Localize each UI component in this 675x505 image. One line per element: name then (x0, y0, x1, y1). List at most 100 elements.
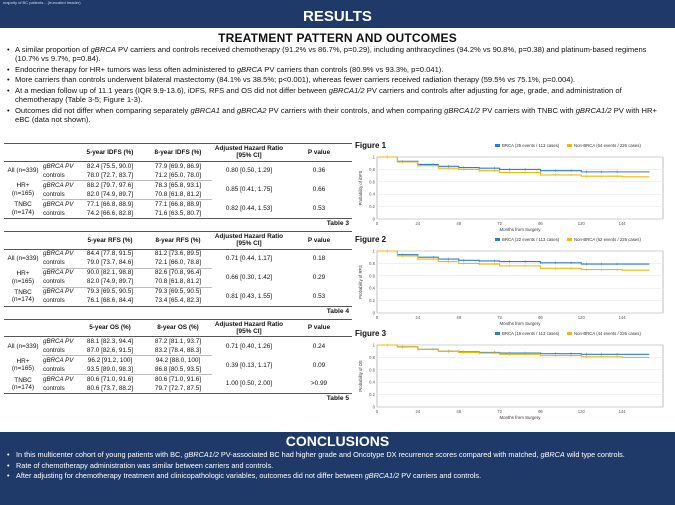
bullet-chemo: A similar proportion of gBRCA PV carrier… (6, 45, 670, 63)
table-row: All (n=339) gBRCA PV 84.4 [77.8, 91.5] 81.2… (4, 249, 352, 262)
hazard-ratio: 0.82 [0.44, 1.53] (225, 204, 273, 212)
x-tick-label: 48 (456, 315, 461, 320)
y-axis-label: Probability of OS (358, 360, 363, 392)
conclusions-list: In this multicenter cohort of young pati… (0, 450, 675, 505)
survival-value: 70.8 [61.8, 81.2] (144, 189, 212, 200)
survival-value: 72.1 [66.0, 78.8] (144, 258, 212, 269)
survival-value: 86.8 [80.5, 93.5] (144, 365, 212, 376)
hazard-ratio: 0.85 [0.41, 1.75] (225, 186, 273, 194)
p-value: >0.99 (310, 380, 328, 388)
y-tick-label: 1 (373, 343, 376, 348)
table-header: P value (286, 144, 352, 162)
arm-label: controls (43, 209, 65, 217)
figure-title: Figure 2 (355, 235, 387, 244)
y-tick-label: 0.2 (369, 204, 375, 209)
conclusion-grade: In this multicenter cohort of young pati… (6, 450, 669, 460)
group-label: TNBC (n=174) (11, 376, 35, 392)
bullet-mastectomy: More carriers than controls underwent bi… (6, 75, 670, 84)
table-row: controls 79.0 [73.7, 84.6] 72.1 [66.0, 78.… (4, 258, 352, 269)
survival-value: 87.0 [82.6, 91.5] (76, 346, 144, 357)
arm-label: controls (43, 297, 65, 305)
group-label: HR+ (n=165) (11, 358, 35, 373)
table-header: 5-year IDFS (%) (76, 144, 144, 162)
table-row: TNBC (n=174) gBRCA PV 79.3 [69.5, 90.5] 79.… (4, 287, 352, 303)
x-tick-label: 120 (578, 409, 586, 414)
y-tick-label: 0.6 (369, 179, 375, 184)
survival-value: 90.0 [82.1, 98.8] (86, 269, 134, 277)
survival-value: 77.9 [69.9, 86.9] (154, 162, 202, 170)
group-label: All (n=339) (7, 342, 39, 350)
x-tick-label: 24 (416, 221, 421, 226)
survival-value: 94.2 [88.0, 100] (155, 357, 201, 365)
survival-value: 77.1 [66.8, 88.9] (86, 200, 134, 208)
table-row: controls 93.5 [89.0, 98.3] 86.8 [80.5, 93.… (4, 365, 352, 376)
x-tick-label: 48 (456, 409, 461, 414)
p-value: 0.53 (312, 292, 326, 300)
table-row: controls 82.0 [74.9, 89.7] 70.8 [61.8, 81.… (4, 189, 352, 200)
survival-value: 71.6 [63.5, 80.7] (154, 209, 202, 217)
x-tick-label: 96 (538, 409, 543, 414)
km-plot: 0 0.2 0.4 0.6 0.8 1 0 24 48 72 96 120 144 Months from… (358, 331, 664, 420)
table-header: P value (286, 231, 352, 250)
survival-value: 80.6 [73.7, 88.2] (86, 385, 134, 393)
x-tick-label: 72 (497, 221, 502, 226)
survival-value: 76.1 [68.6, 84.4] (86, 297, 134, 305)
table-3: 5-year IDFS (%) 8-year IDFS (%) Adjusted H… (4, 143, 352, 228)
legend-swatch-non-brca (567, 332, 572, 335)
y-tick-label: 0.2 (369, 392, 375, 397)
bullet-subgroups: Outcomes did not differ when comparing s… (6, 106, 670, 124)
plot-area (376, 250, 664, 314)
survival-value: 87.2 [81.1, 93.7] (154, 338, 202, 346)
x-tick-label: 24 (416, 409, 421, 414)
table-4: 5-year RFS (%) 8-year RFS (%) Adjusted Haz… (4, 230, 352, 316)
y-tick-label: 1 (373, 155, 376, 160)
survival-value: 78.3 [65.8, 93.1] (154, 181, 202, 189)
x-tick-label: 144 (619, 221, 627, 226)
survival-value: 77.1 [66.8, 88.9] (154, 200, 202, 208)
x-tick-label: 24 (416, 315, 421, 320)
x-tick-label: 120 (578, 221, 586, 226)
y-axis-label: Probability of RFS (358, 265, 363, 299)
arm-label: gBRCA PV (43, 162, 74, 170)
table-header: 5-year OS (%) (76, 319, 144, 338)
p-value: 0.36 (312, 167, 326, 175)
table-row: TNBC (n=174) gBRCA PV 77.1 [66.8, 88.9] 77.… (4, 199, 352, 216)
conclusion-outcomes: After adjusting for chemotherapy treatme… (6, 471, 669, 481)
legend-swatch-non-brca (567, 144, 572, 147)
survival-value: 80.6 [71.0, 91.6] (86, 376, 134, 384)
x-tick-label: 72 (497, 315, 502, 320)
y-tick-label: 0.4 (369, 192, 375, 197)
arm-label: gBRCA PV (43, 250, 74, 258)
arm-label: controls (42, 189, 76, 200)
table-caption: Table 4 (4, 305, 352, 316)
arm-label: controls (42, 258, 76, 269)
table-header (42, 319, 76, 338)
hazard-ratio: 0.71 [0.44, 1.17] (225, 255, 273, 263)
legend-label-non-brca: Non-BRCA (44 events / 226 cases) (574, 331, 641, 336)
legend-label-brca: BRCA (25 events / 113 cases) (502, 143, 560, 148)
y-tick-label: 0 (373, 405, 376, 410)
table-row: TNBC (n=174) gBRCA PV 80.6 [71.0, 91.6] 80.… (4, 375, 352, 391)
arm-label: gBRCA PV (43, 200, 74, 208)
arm-label: gBRCA PV (43, 376, 74, 384)
table-header (4, 319, 42, 338)
arm-label: controls (43, 385, 65, 393)
y-tick-label: 0.4 (369, 286, 375, 291)
survival-value: 78.0 [72.7, 83.7] (76, 170, 144, 181)
x-axis-label: Months from Surgery (500, 227, 542, 232)
km-plot: 0 0.2 0.4 0.6 0.8 1 0 24 48 72 96 120 144 Months from… (358, 143, 664, 232)
arm-label: gBRCA PV (43, 288, 74, 296)
survival-value: 83.2 [78.4, 88.3] (144, 346, 212, 357)
survival-value: 82.4 [75.5, 90.0] (86, 162, 134, 170)
y-tick-label: 0.8 (369, 355, 375, 360)
table-row: controls 74.2 [66.6, 82.8] 71.6 [63.5, 80.… (4, 209, 352, 218)
legend-label-non-brca: Non-BRCA (64 events / 226 cases) (574, 143, 641, 148)
y-tick-label: 0.6 (369, 367, 375, 372)
group-label: All (n=339) (7, 255, 39, 263)
table-header: 8-year OS (%) (144, 319, 212, 338)
hazard-ratio: 0.71 [0.40, 1.26] (225, 342, 273, 350)
survival-value: 81.2 [73.6, 89.5] (154, 250, 202, 258)
y-tick-label: 0.4 (369, 380, 375, 385)
group-label: HR+ (n=165) (11, 270, 35, 285)
legend-swatch-non-brca (567, 238, 572, 241)
